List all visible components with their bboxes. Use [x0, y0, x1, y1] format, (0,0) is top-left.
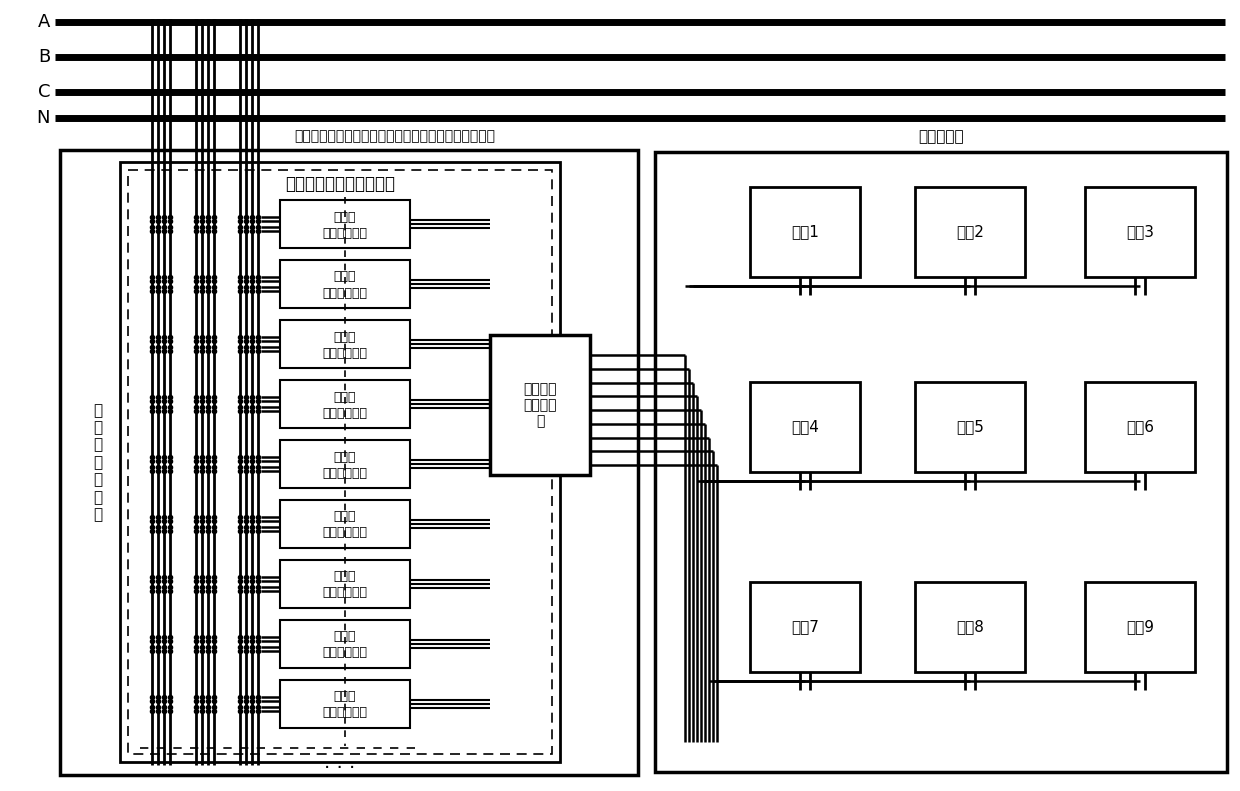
Text: 物联网: 物联网 — [334, 451, 356, 464]
Text: 电表6: 电表6 — [1126, 419, 1154, 434]
Text: 电表3: 电表3 — [1126, 225, 1154, 240]
Text: 智能调相装置: 智能调相装置 — [322, 706, 367, 720]
Text: 物联网: 物联网 — [334, 331, 356, 343]
Text: 电表2: 电表2 — [956, 225, 983, 240]
Bar — [120, 162, 560, 762]
Text: 智能调相装置: 智能调相装置 — [322, 586, 367, 600]
Bar — [750, 382, 861, 472]
Text: 物联网: 物联网 — [334, 391, 356, 403]
Text: 三
相
电
源
输
入
端: 三 相 电 源 输 入 端 — [93, 403, 103, 522]
Bar — [1085, 582, 1195, 672]
Text: B: B — [37, 48, 50, 66]
Text: A: A — [37, 13, 50, 31]
Text: 智能调相装置: 智能调相装置 — [322, 226, 367, 240]
Bar — [1085, 382, 1195, 472]
Bar — [490, 335, 590, 475]
Text: 电表5: 电表5 — [956, 419, 983, 434]
Text: · · ·: · · · — [325, 759, 356, 778]
Text: 物联网智能机群分配模块: 物联网智能机群分配模块 — [285, 175, 396, 193]
Text: 智能调相装置: 智能调相装置 — [322, 467, 367, 479]
Text: 物联网: 物联网 — [334, 271, 356, 283]
Bar — [280, 320, 410, 368]
Bar — [915, 187, 1025, 277]
Text: 智能调相装置: 智能调相装置 — [322, 646, 367, 660]
Bar — [280, 560, 410, 608]
Text: 电表7: 电表7 — [791, 619, 818, 634]
Bar — [60, 150, 639, 775]
Text: 基于物联网、大数据的低压自动预分布三相线路平衡箱: 基于物联网、大数据的低压自动预分布三相线路平衡箱 — [295, 129, 496, 143]
Text: 物联网: 物联网 — [334, 210, 356, 224]
Text: 智能调相装置: 智能调相装置 — [322, 346, 367, 359]
Text: 用户电表箱: 用户电表箱 — [918, 129, 963, 144]
Bar — [655, 152, 1228, 772]
Text: 电表4: 电表4 — [791, 419, 818, 434]
Text: 电表8: 电表8 — [956, 619, 983, 634]
Text: 智能调相装置: 智能调相装置 — [322, 286, 367, 300]
Bar — [1085, 187, 1195, 277]
Text: 智能调相装置: 智能调相装置 — [322, 407, 367, 419]
Text: C: C — [37, 83, 50, 101]
Bar — [280, 260, 410, 308]
Text: 物联网: 物联网 — [334, 630, 356, 644]
Bar — [750, 187, 861, 277]
Bar — [915, 382, 1025, 472]
Text: 电表9: 电表9 — [1126, 619, 1154, 634]
Text: 物联网: 物联网 — [334, 691, 356, 703]
Bar — [280, 620, 410, 668]
Bar — [750, 582, 861, 672]
Text: 物联网: 物联网 — [334, 570, 356, 584]
Text: N: N — [36, 109, 50, 127]
Text: 智能调相装置: 智能调相装置 — [322, 527, 367, 539]
Bar — [280, 380, 410, 428]
Text: 物联网: 物联网 — [334, 510, 356, 524]
Bar — [128, 170, 552, 754]
Text: 单相电源
集中输出
端: 单相电源 集中输出 端 — [523, 382, 557, 428]
Bar — [915, 582, 1025, 672]
Bar — [280, 200, 410, 248]
Bar — [280, 440, 410, 488]
Bar — [280, 500, 410, 548]
Text: 电表1: 电表1 — [791, 225, 818, 240]
Bar — [280, 680, 410, 728]
